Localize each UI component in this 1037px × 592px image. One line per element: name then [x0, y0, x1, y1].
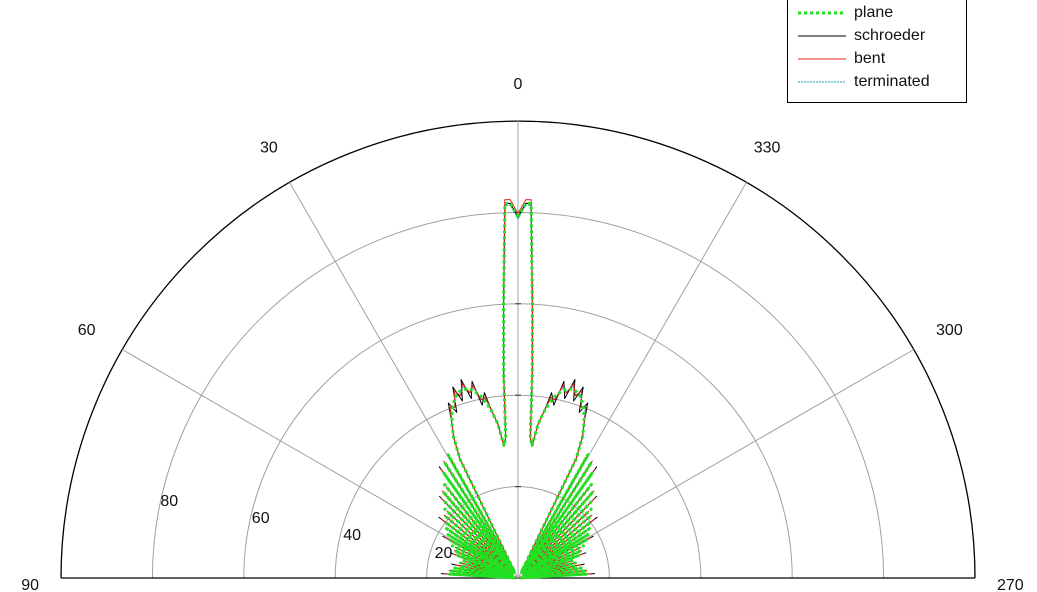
legend-item: bent: [796, 48, 885, 70]
series-line-plane-left: [441, 201, 520, 580]
legend-item: terminated: [796, 71, 930, 93]
legend-label-plane: plane: [854, 4, 894, 21]
radial-tick-label: 40: [343, 527, 361, 544]
angular-gridline: [121, 349, 519, 579]
angle-tick-label: 90: [21, 577, 39, 592]
legend-item: schroeder: [796, 25, 925, 47]
legend-label-bent: bent: [854, 50, 886, 67]
legend-swatch-schroeder: [796, 31, 848, 41]
polar-grid: [60, 120, 976, 579]
legend-swatch-bent: [796, 54, 848, 64]
series-line-plane-right: [516, 201, 595, 580]
series-layer: [438, 199, 598, 580]
radial-tick-label: 80: [160, 493, 178, 510]
radial-tick-label: 60: [252, 510, 270, 527]
angle-tick-label: 330: [754, 140, 781, 157]
angular-gridline: [517, 349, 915, 579]
radial-tick-label: 20: [435, 545, 453, 562]
legend-swatch-plane: [796, 8, 848, 18]
angle-tick-label: 0: [514, 76, 523, 93]
angle-tick-label: 300: [936, 322, 963, 339]
legend-label-schroeder: schroeder: [854, 27, 926, 44]
angle-tick-label: 60: [78, 322, 96, 339]
tick-labels: 0 30 60 90 330 300 270 20 40 60 80: [21, 76, 1024, 592]
legend-label-terminated: terminated: [854, 73, 930, 90]
legend-swatch-terminated: [796, 77, 848, 87]
angle-tick-label: 270: [997, 577, 1024, 592]
angle-tick-label: 30: [260, 140, 278, 157]
legend: plane schroeder bent terminated: [787, 0, 967, 103]
legend-item: plane: [796, 2, 893, 24]
